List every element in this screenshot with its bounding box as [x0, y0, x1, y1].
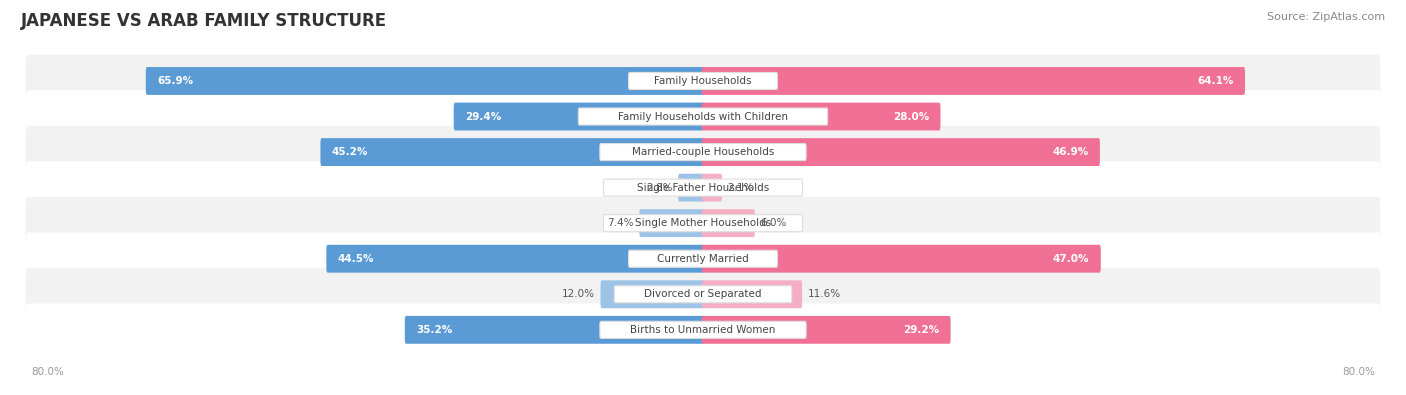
FancyBboxPatch shape [600, 321, 806, 339]
FancyBboxPatch shape [702, 209, 755, 237]
Text: 46.9%: 46.9% [1052, 147, 1088, 157]
FancyBboxPatch shape [25, 197, 1381, 250]
FancyBboxPatch shape [578, 108, 828, 125]
Text: 6.0%: 6.0% [761, 218, 787, 228]
FancyBboxPatch shape [600, 280, 704, 308]
Text: 7.4%: 7.4% [607, 218, 634, 228]
Text: Family Households: Family Households [654, 76, 752, 86]
FancyBboxPatch shape [678, 174, 704, 201]
FancyBboxPatch shape [25, 232, 1381, 285]
Text: 35.2%: 35.2% [416, 325, 453, 335]
FancyBboxPatch shape [702, 316, 950, 344]
FancyBboxPatch shape [702, 245, 1101, 273]
FancyBboxPatch shape [25, 90, 1381, 143]
FancyBboxPatch shape [600, 143, 806, 161]
Text: Divorced or Separated: Divorced or Separated [644, 289, 762, 299]
FancyBboxPatch shape [603, 214, 803, 232]
Text: 45.2%: 45.2% [332, 147, 368, 157]
Text: Family Households with Children: Family Households with Children [619, 111, 787, 122]
FancyBboxPatch shape [702, 174, 723, 201]
FancyBboxPatch shape [628, 250, 778, 267]
FancyBboxPatch shape [25, 126, 1381, 179]
Text: Currently Married: Currently Married [657, 254, 749, 264]
FancyBboxPatch shape [640, 209, 704, 237]
Text: 80.0%: 80.0% [1343, 367, 1375, 377]
Text: Single Father Households: Single Father Households [637, 182, 769, 193]
Text: 2.1%: 2.1% [727, 182, 754, 193]
FancyBboxPatch shape [25, 55, 1381, 107]
Text: Births to Unmarried Women: Births to Unmarried Women [630, 325, 776, 335]
FancyBboxPatch shape [702, 103, 941, 130]
FancyBboxPatch shape [326, 245, 704, 273]
Text: 2.8%: 2.8% [647, 182, 672, 193]
FancyBboxPatch shape [25, 268, 1381, 321]
FancyBboxPatch shape [702, 280, 801, 308]
Text: 12.0%: 12.0% [562, 289, 595, 299]
FancyBboxPatch shape [702, 138, 1099, 166]
FancyBboxPatch shape [454, 103, 704, 130]
FancyBboxPatch shape [702, 67, 1246, 95]
Text: JAPANESE VS ARAB FAMILY STRUCTURE: JAPANESE VS ARAB FAMILY STRUCTURE [21, 12, 387, 30]
Text: 29.4%: 29.4% [465, 111, 502, 122]
FancyBboxPatch shape [603, 179, 803, 196]
Text: 64.1%: 64.1% [1198, 76, 1233, 86]
FancyBboxPatch shape [25, 161, 1381, 214]
Text: Married-couple Households: Married-couple Households [631, 147, 775, 157]
Text: 65.9%: 65.9% [157, 76, 193, 86]
FancyBboxPatch shape [321, 138, 704, 166]
Text: 44.5%: 44.5% [337, 254, 374, 264]
FancyBboxPatch shape [146, 67, 704, 95]
Text: 28.0%: 28.0% [893, 111, 929, 122]
Text: 80.0%: 80.0% [31, 367, 63, 377]
Text: 11.6%: 11.6% [807, 289, 841, 299]
FancyBboxPatch shape [614, 286, 792, 303]
FancyBboxPatch shape [405, 316, 704, 344]
Text: 29.2%: 29.2% [903, 325, 939, 335]
Text: 47.0%: 47.0% [1053, 254, 1090, 264]
FancyBboxPatch shape [628, 72, 778, 90]
Text: Single Mother Households: Single Mother Households [636, 218, 770, 228]
FancyBboxPatch shape [25, 303, 1381, 356]
Text: Source: ZipAtlas.com: Source: ZipAtlas.com [1267, 12, 1385, 22]
